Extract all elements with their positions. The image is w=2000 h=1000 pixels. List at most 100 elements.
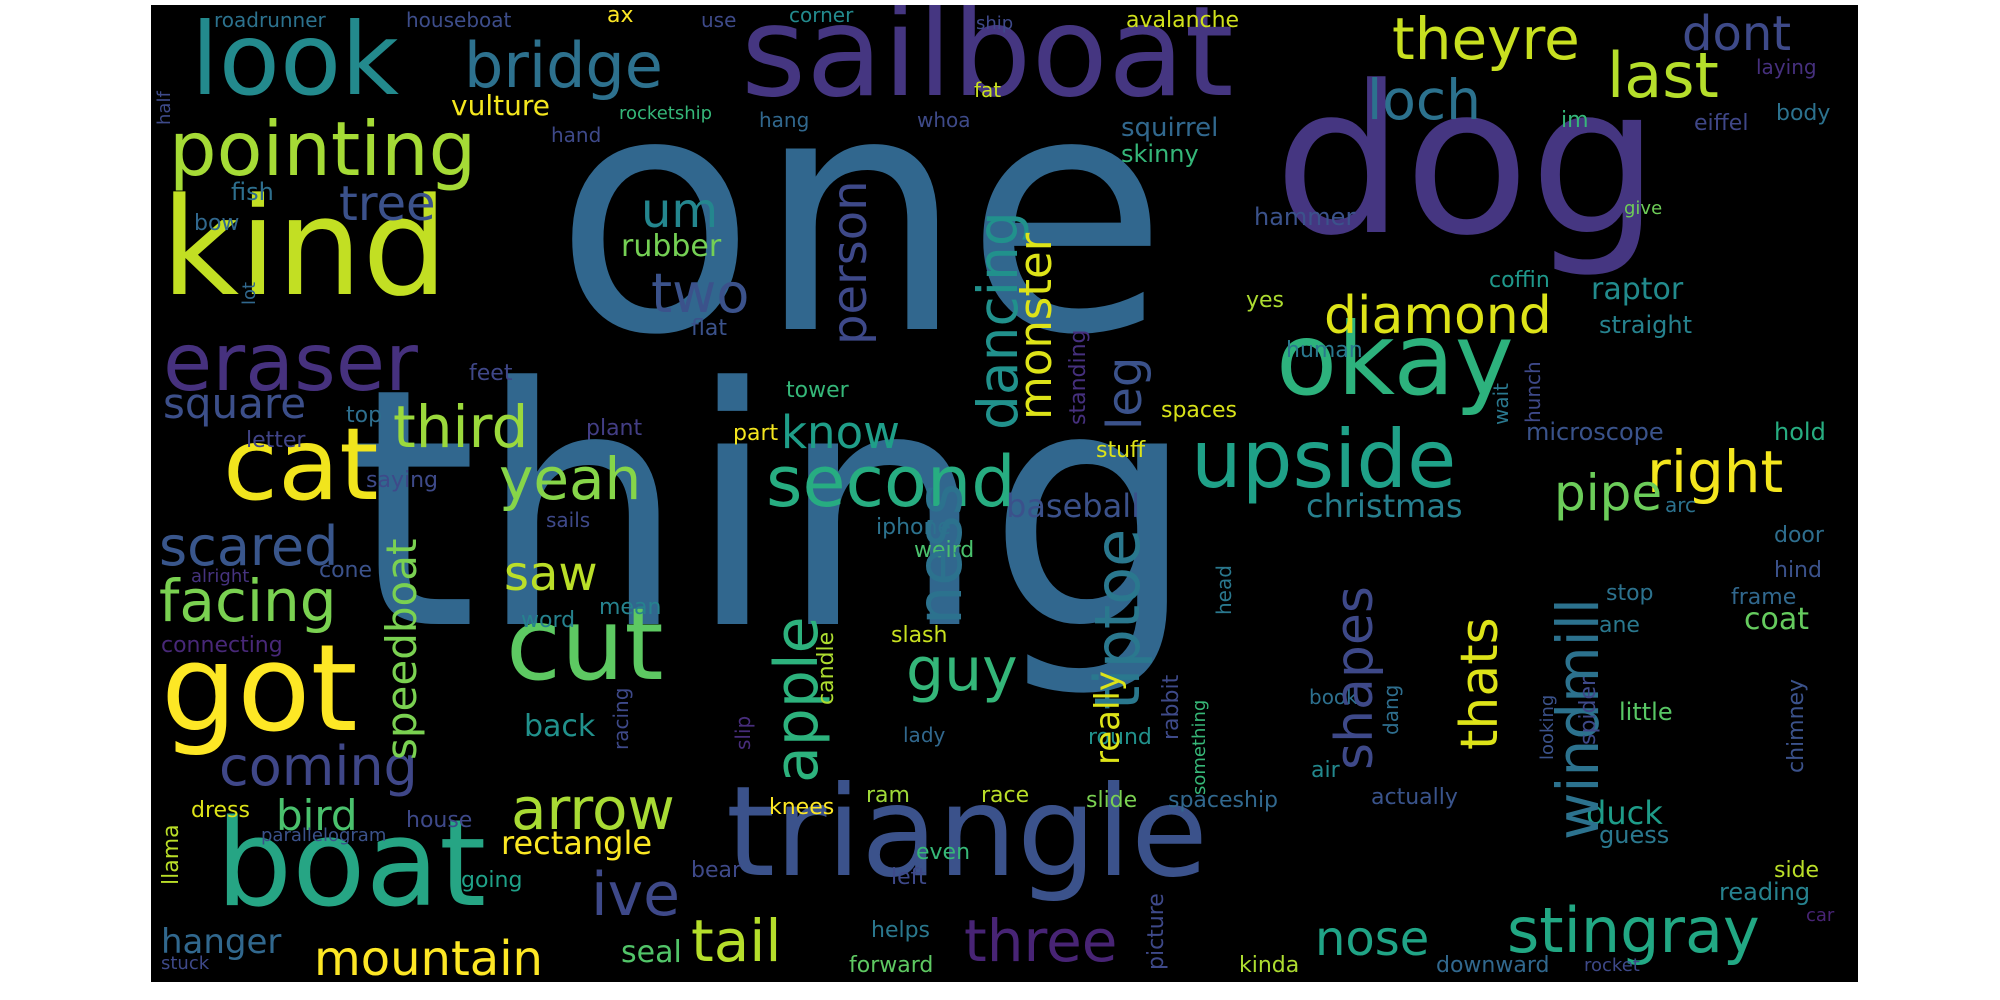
word-knees: knees <box>769 795 835 820</box>
word-llama: llama <box>159 824 184 885</box>
word-helps: helps <box>871 918 931 943</box>
word-one: one <box>554 23 1169 407</box>
word-door: door <box>1774 523 1824 548</box>
word-something: looking <box>1537 694 1558 760</box>
word-hunch: rabbit <box>1159 674 1184 740</box>
word-diamond: diamond <box>1324 286 1552 346</box>
word-air: air <box>1311 758 1340 783</box>
word-ram: ram <box>866 783 910 808</box>
word-straight: straight <box>1599 311 1693 339</box>
word-alright: alright <box>191 566 250 587</box>
word-looking: spider <box>1576 676 1601 745</box>
word-hand: hand <box>551 123 602 147</box>
word-stingray: stingray <box>1507 894 1760 967</box>
word-picture: candle <box>814 631 839 705</box>
word-car: car <box>1806 905 1835 926</box>
word-cone: cone <box>319 558 373 583</box>
word-wait: hunch <box>1521 361 1545 423</box>
word-rabbit: dang <box>1379 684 1403 735</box>
word-actually: actually <box>1371 785 1458 810</box>
word-side: side <box>1774 858 1820 883</box>
word-yeah: yeah <box>499 445 642 513</box>
word-hanger: hanger <box>161 922 282 962</box>
word-dont: dont <box>1682 6 1792 62</box>
word-ive: ive <box>591 860 681 930</box>
word-tree: tree <box>339 176 436 232</box>
word-standing: head <box>1212 565 1236 615</box>
word-rectangle: rectangle <box>501 824 653 862</box>
word-head: wait <box>1489 382 1513 425</box>
word-scared: scared <box>159 515 339 578</box>
word-half: half <box>154 91 175 125</box>
word-bridge: bridge <box>464 29 663 102</box>
word-frame: frame <box>1731 585 1797 610</box>
word-stuff: stuff <box>1096 438 1146 463</box>
word-duck: duck <box>1586 794 1663 832</box>
word-weird: weird <box>914 538 975 563</box>
word-letter: letter <box>246 428 306 453</box>
word-arrow: arrow <box>511 775 675 843</box>
word-race: race <box>981 783 1030 808</box>
word-nose: nose <box>1315 911 1430 967</box>
word-going: going <box>461 868 523 893</box>
word-tiptoe: speedboat <box>377 538 426 760</box>
word-kinda: kinda <box>1239 953 1300 978</box>
word-racing: slip <box>731 715 755 750</box>
word-back: back <box>524 709 596 744</box>
word-coffin: coffin <box>1489 268 1550 293</box>
word-hold: hold <box>1774 418 1826 446</box>
word-parallelogram: parallelogram <box>261 825 387 846</box>
word-cut: cut <box>506 586 664 703</box>
word-spaces: spaces <box>1161 398 1238 423</box>
word-even: even <box>916 840 971 865</box>
word-mean: mean <box>599 595 662 620</box>
word-hind: hind <box>1774 558 1822 583</box>
word-baseball: baseball <box>1006 487 1140 525</box>
word-round: round <box>1088 725 1152 750</box>
word-windmill: standing <box>1066 329 1091 426</box>
word-triangle: triangle <box>726 760 1208 905</box>
word-look: look <box>191 5 400 118</box>
word-corner: corner <box>789 5 854 27</box>
word-leg: ness <box>903 482 976 625</box>
word-pointing: pointing <box>169 105 477 193</box>
word-iphone: iphone <box>876 515 951 540</box>
word-im: im <box>1561 108 1589 133</box>
word-forward: forward <box>849 953 934 978</box>
word-second: second <box>766 441 1016 523</box>
word-eiffel: eiffel <box>1694 111 1749 136</box>
word-downward: downward <box>1436 953 1550 978</box>
word-slash: slash <box>891 623 948 648</box>
word-fish: fish <box>231 178 274 206</box>
word-sails: sails <box>546 508 591 532</box>
word-left: left <box>891 865 927 890</box>
word-right: right <box>1647 438 1784 506</box>
word-two: two <box>651 262 750 325</box>
word-feet: feet <box>469 361 513 386</box>
word-stop: stop <box>1606 581 1654 606</box>
word-use: use <box>701 8 737 32</box>
word-guess: guess <box>1599 821 1670 849</box>
word-sailboat: sailboat <box>741 5 1234 125</box>
word-coming: coming <box>219 735 418 798</box>
word-give: give <box>1624 198 1663 219</box>
word-spaceship: spaceship <box>1168 788 1279 813</box>
word-tower: tower <box>786 378 849 403</box>
word-dang: something <box>1189 699 1210 795</box>
word-human: human <box>1286 338 1363 363</box>
word-cat: cat <box>223 406 379 523</box>
word-stuck: stuck <box>161 953 210 974</box>
word-lady: lady <box>903 723 946 747</box>
word-three: three <box>964 907 1118 975</box>
word-saying: saying <box>366 468 438 493</box>
word-ax: ax <box>607 5 634 28</box>
word-coat: coat <box>1744 602 1809 637</box>
word-connecting: connecting <box>161 633 283 658</box>
word-houseboat: houseboat <box>406 8 512 32</box>
word-last: last <box>1607 39 1719 112</box>
word-little: little <box>1619 698 1673 726</box>
word-dress: dress <box>191 798 250 823</box>
word-christmas: christmas <box>1306 487 1463 525</box>
word-bow: bow <box>194 211 240 236</box>
word-guy: guy <box>906 635 1018 705</box>
